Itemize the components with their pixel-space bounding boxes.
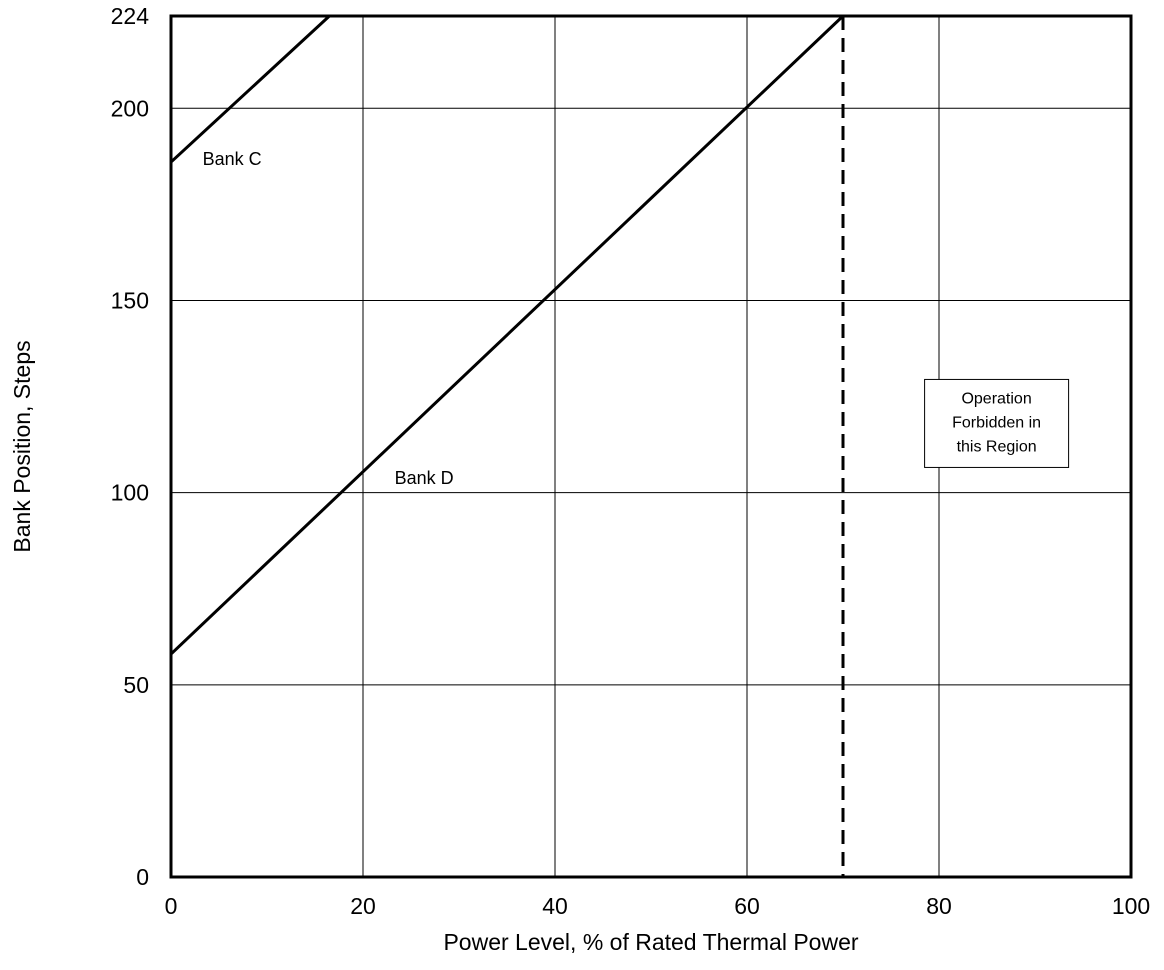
forbidden-region-box [924,378,1070,468]
y-tick-label: 224 [111,3,150,29]
y-tick-label: 0 [136,864,149,890]
plot-frame [169,14,1133,879]
chart-series [169,14,845,656]
x-tick-label: 20 [350,893,376,919]
series-labels: Bank C Bank D [203,149,454,488]
x-tick-label: 80 [926,893,952,919]
y-tick-label: 100 [111,480,149,506]
x-tick-label: 40 [542,893,568,919]
series-line-bank-c [169,14,331,164]
x-tick-label: 0 [165,893,178,919]
y-tick-label: 200 [111,95,149,121]
x-tick-label: 60 [734,893,760,919]
series-label: Bank D [395,468,454,488]
x-axis-label: Power Level, % of Rated Thermal Power [443,929,858,955]
y-axis-label: Bank Position, Steps [9,340,35,552]
forbidden-region-text-line-3: this Region [957,438,1037,455]
forbidden-region-text-line-1: Operation [961,390,1031,407]
forbidden-region-annotation: Operation Forbidden in this Region [924,378,1070,468]
chart-grid [171,16,1131,877]
y-tick-label: 150 [111,287,149,313]
forbidden-region-text-line-2: Forbidden in [952,414,1041,431]
y-tick-labels: 0 50 100 150 200 224 [111,3,150,890]
series-line-bank-d [169,14,845,656]
x-tick-label: 100 [1112,893,1150,919]
x-tick-labels: 0 20 40 60 80 100 [165,893,1151,919]
series-label: Bank C [203,149,262,169]
y-tick-label: 50 [123,672,149,698]
